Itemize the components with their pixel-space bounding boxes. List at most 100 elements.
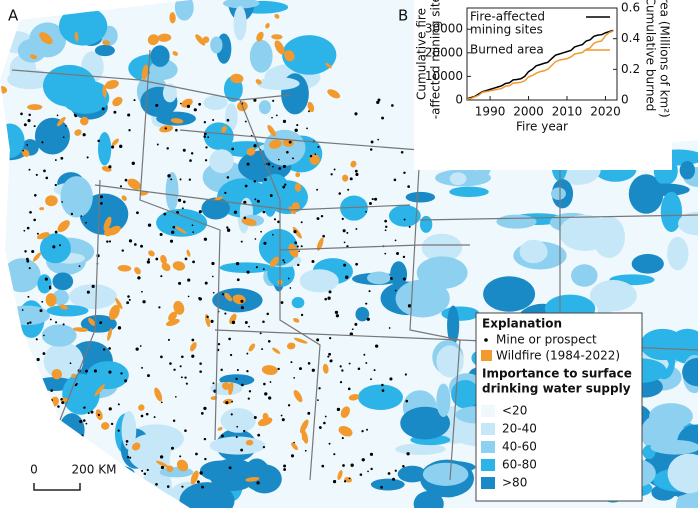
mine-dot xyxy=(355,262,359,266)
legend-entry: mining sites xyxy=(470,23,543,37)
wildfire-patch xyxy=(117,265,132,272)
legend-swatch xyxy=(481,477,495,489)
water-supply-patch xyxy=(162,83,177,103)
mine-dot xyxy=(289,287,292,289)
mine-dot xyxy=(253,144,257,148)
mine-dot xyxy=(199,362,202,365)
mine-dot xyxy=(307,411,311,415)
water-supply-patch xyxy=(667,236,689,271)
mine-dot xyxy=(347,188,350,191)
mine-dot xyxy=(43,334,45,337)
y-axis-label: -affected mining sites xyxy=(429,0,443,119)
mine-dot xyxy=(136,211,139,215)
mine-dot xyxy=(341,369,344,372)
mine-dot xyxy=(172,225,176,229)
mine-dot xyxy=(45,176,49,180)
wildfire-patch xyxy=(301,435,308,441)
water-supply-patch xyxy=(3,258,41,293)
mine-dot xyxy=(141,290,143,293)
mine-dot xyxy=(402,277,406,281)
mine-dot xyxy=(178,281,182,285)
mine-dot xyxy=(369,148,373,151)
mine-dot xyxy=(335,314,339,318)
mine-dot xyxy=(256,199,260,203)
mine-dot xyxy=(336,407,341,412)
mine-dot xyxy=(61,401,65,405)
water-supply-patch xyxy=(419,215,433,233)
mine-dot xyxy=(26,322,30,325)
mine-dot xyxy=(231,320,236,325)
mine-dot xyxy=(263,382,266,386)
mine-dot xyxy=(348,362,351,365)
wildfire-patch xyxy=(155,460,169,468)
mine-dot xyxy=(117,403,120,406)
water-supply-patch xyxy=(390,261,408,288)
mine-dot xyxy=(60,156,64,160)
mine-dot xyxy=(262,268,265,271)
mine-dot xyxy=(129,456,132,459)
wildfire-patch xyxy=(45,293,57,307)
wildfire-patch xyxy=(107,225,121,236)
mine-dot xyxy=(86,156,89,159)
water-supply-patch xyxy=(60,176,93,218)
mine-dot xyxy=(298,367,302,371)
mine-dot xyxy=(128,239,133,243)
mine-dot xyxy=(204,457,207,461)
wildfire-patch xyxy=(173,300,185,315)
water-supply-patch xyxy=(159,466,194,478)
water-supply-patch xyxy=(291,296,305,309)
x-axis-label: Fire year xyxy=(516,120,568,134)
wildfire-patch xyxy=(325,62,332,69)
mine-dot xyxy=(54,159,57,162)
mine-dot xyxy=(31,249,35,254)
mine-dot xyxy=(206,315,209,319)
mine-dot xyxy=(321,464,325,468)
wildfire-patch xyxy=(107,328,113,341)
mine-dot xyxy=(59,244,62,247)
mine-dot xyxy=(230,413,233,416)
mine-dot xyxy=(260,230,262,233)
mine-dot xyxy=(225,401,229,405)
mine-dot xyxy=(198,210,202,214)
mine-dot xyxy=(220,434,224,438)
mine-dot xyxy=(196,480,200,484)
mine-dot xyxy=(41,300,44,303)
mine-dot xyxy=(342,464,345,467)
water-supply-patch xyxy=(86,361,129,390)
y-tick-label: 30000 xyxy=(425,22,463,36)
water-supply-patch xyxy=(370,478,405,491)
mine-dot xyxy=(185,382,188,385)
mine-dot xyxy=(282,259,285,262)
water-supply-patch xyxy=(631,254,664,274)
water-supply-patch xyxy=(395,443,446,455)
mine-dot xyxy=(254,238,257,240)
water-supply-patch xyxy=(559,214,611,252)
mine-dot xyxy=(146,468,149,472)
mine-dot xyxy=(226,176,230,179)
mine-dot xyxy=(359,473,363,476)
mine-dot xyxy=(191,224,194,227)
mine-dot xyxy=(267,340,271,343)
mine-dot xyxy=(106,240,109,243)
mine-dot xyxy=(61,201,63,203)
mine-dot xyxy=(236,368,239,372)
water-supply-patch xyxy=(357,384,403,410)
mine-dot xyxy=(367,470,369,473)
mine-dot xyxy=(253,180,257,183)
mine-dot xyxy=(269,381,272,383)
mine-dot xyxy=(195,452,198,456)
mine-dot xyxy=(297,263,300,267)
wildfire-patch xyxy=(103,216,112,231)
water-supply-patch xyxy=(256,77,300,90)
mine-dot xyxy=(200,412,204,415)
water-supply-patch xyxy=(299,269,339,293)
mine-dot xyxy=(204,132,207,136)
wildfire-patch xyxy=(112,96,123,107)
mine-dot xyxy=(167,338,170,341)
mine-dot xyxy=(87,412,90,415)
water-supply-patch xyxy=(249,39,273,73)
mine-dot xyxy=(300,221,303,224)
mine-dot xyxy=(345,275,349,279)
mine-dot xyxy=(240,306,244,310)
mine-dot xyxy=(241,383,244,387)
